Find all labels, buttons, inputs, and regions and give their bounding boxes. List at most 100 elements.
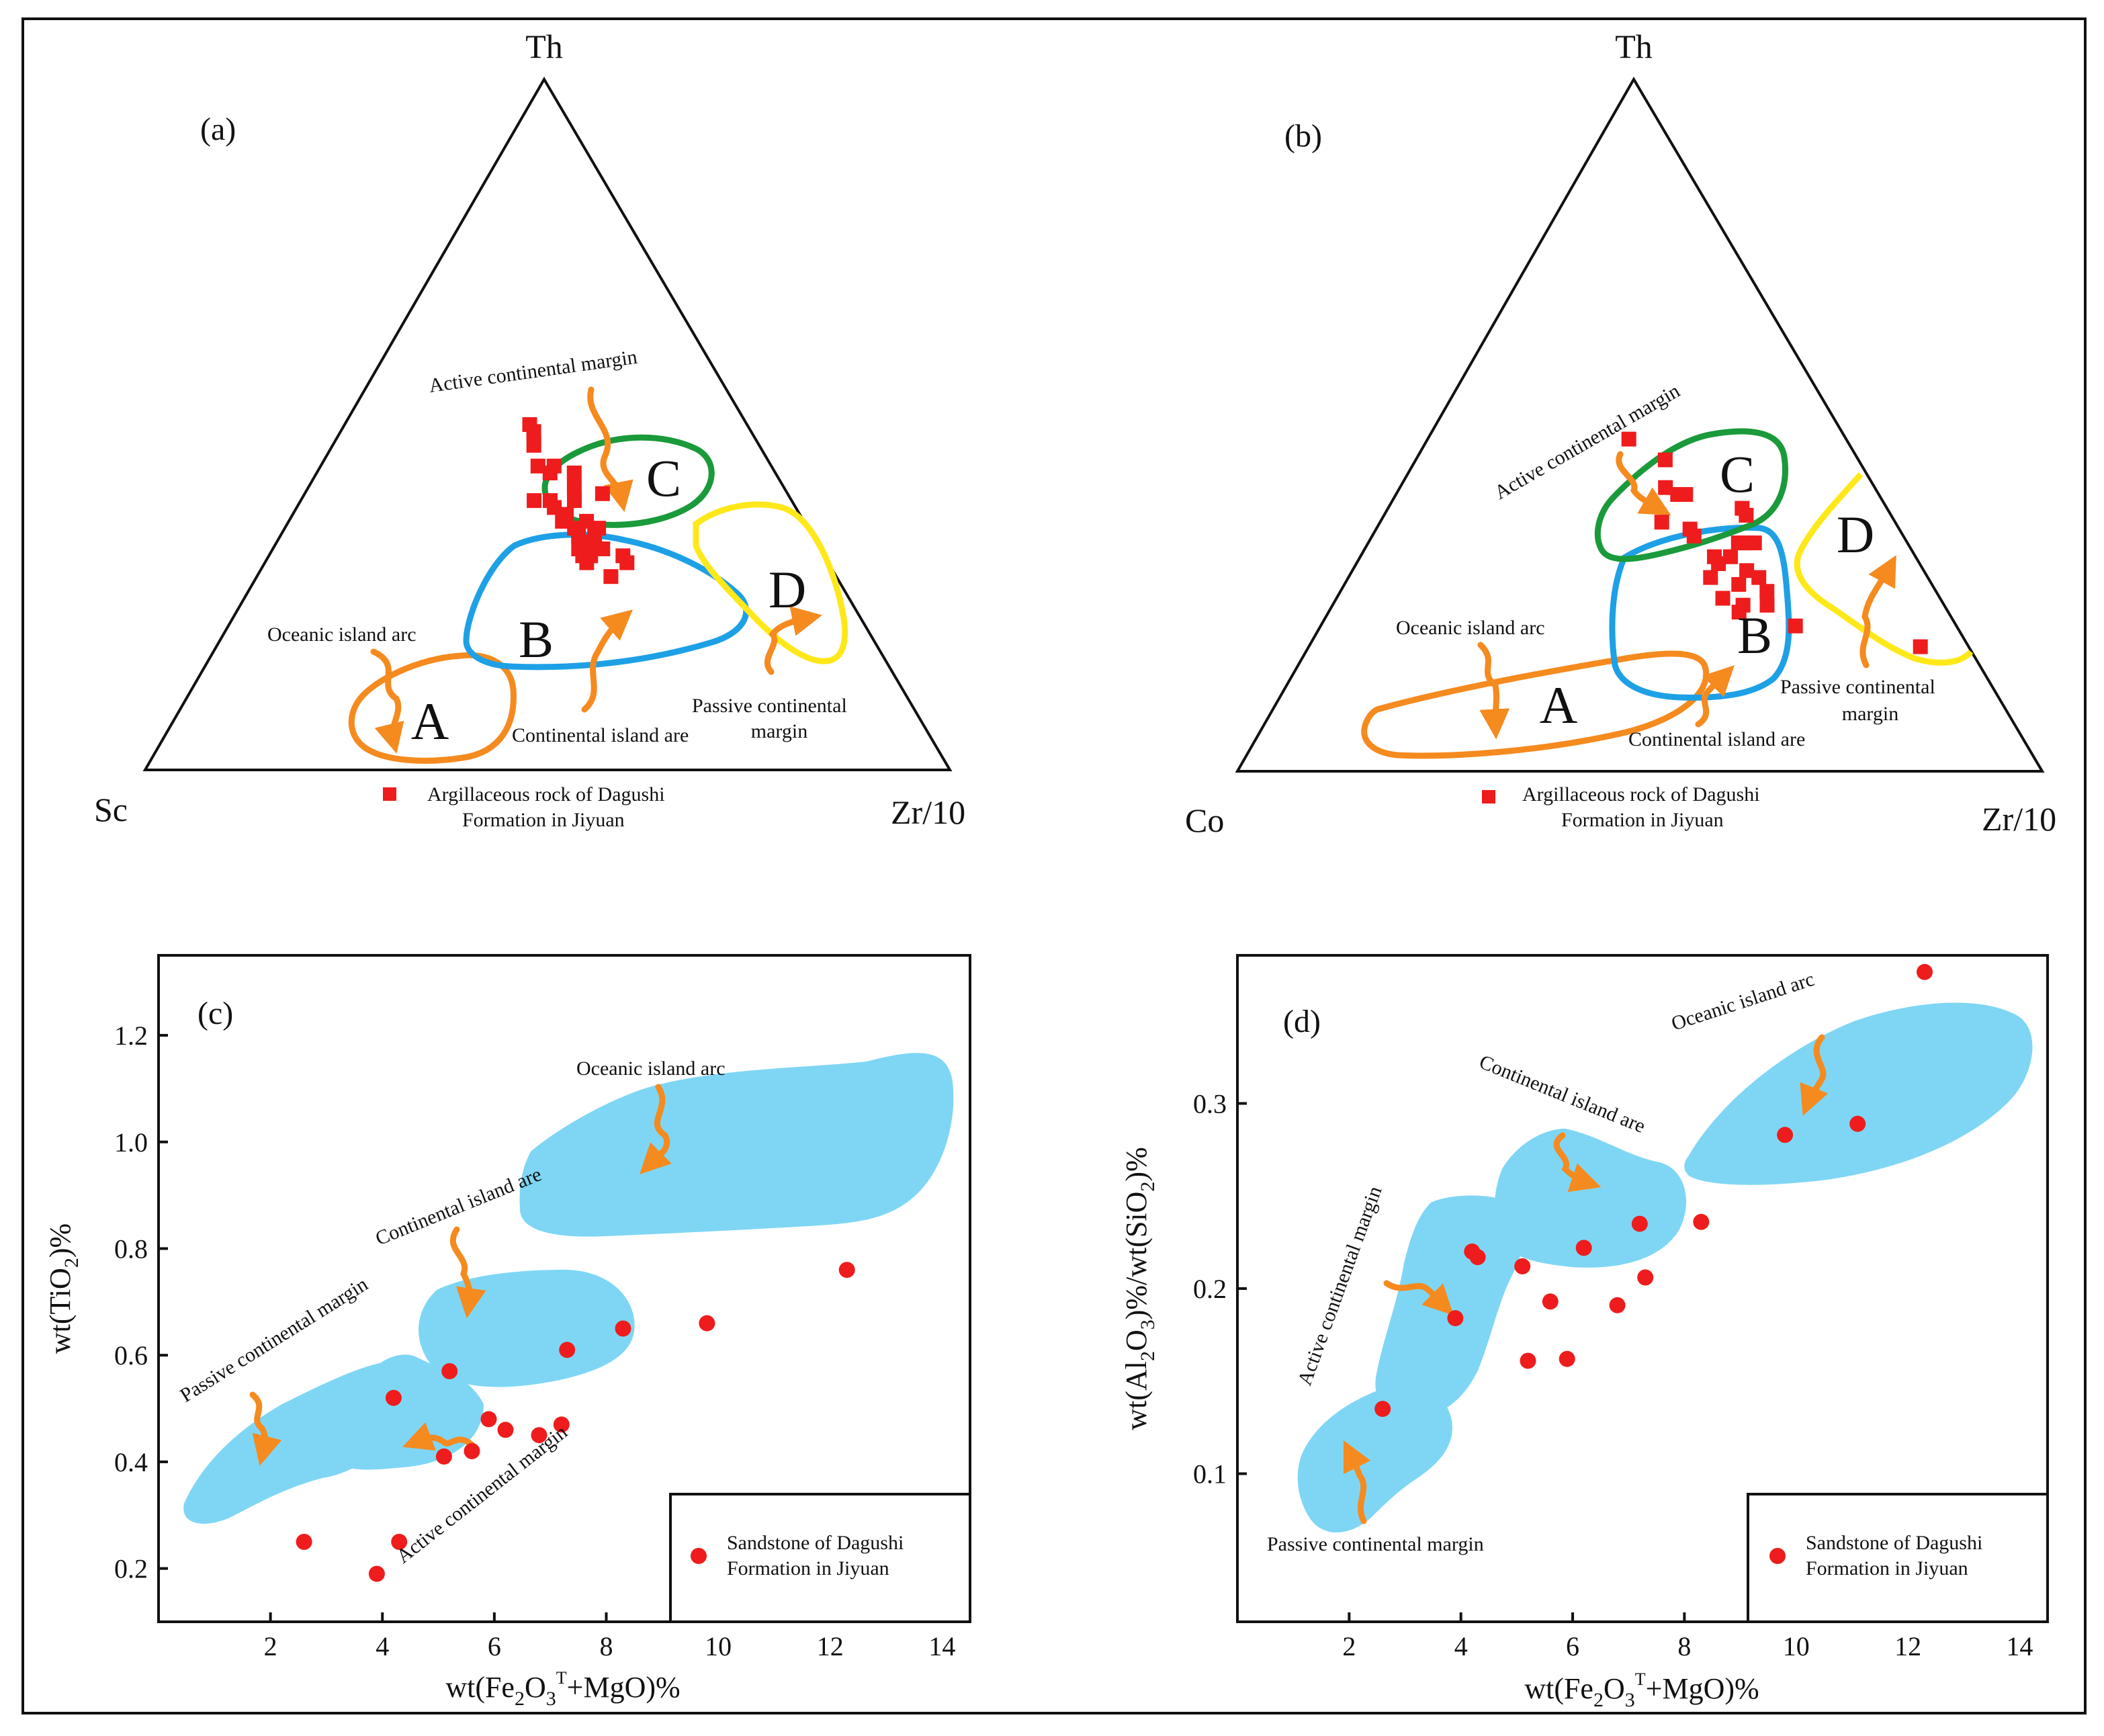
scatter-c-point-3 — [391, 1534, 408, 1550]
scatter-d-point-8 — [1575, 1240, 1592, 1256]
ternary-a-point-1 — [526, 424, 541, 439]
ternary-b-point-15 — [1711, 556, 1726, 571]
legend-text-b-1: Argillaceous rock of Dagushi — [1522, 783, 1760, 806]
apex-right-b: Zr/10 — [1982, 800, 2056, 838]
panel-tag-c: (c) — [198, 996, 233, 1031]
scatter-d-xtick-label-3: 8 — [1677, 1631, 1691, 1661]
letter-b-A: A — [1540, 676, 1577, 734]
scatter-c-ytick-label-1: 0.4 — [114, 1447, 148, 1477]
plot-frame-c — [157, 954, 971, 1623]
ternary-a-point-27 — [619, 555, 635, 570]
scatter-c-ytick-label-2: 0.6 — [114, 1340, 148, 1371]
ternary-b-point-21 — [1715, 591, 1730, 606]
ternary-b-point-9 — [1686, 528, 1702, 544]
apex-left-a: Sc — [94, 791, 128, 828]
arrow-b-continental — [1695, 665, 1735, 728]
arrows-d — [1343, 1034, 1829, 1524]
scatter-d-point-13 — [1777, 1127, 1794, 1143]
legend-marker-d — [1769, 1548, 1786, 1564]
panel-c: 2 4 6 8 10 12 14 0.2 0.4 0.6 0.8 1.0 1.2 (c) Oceanic… — [44, 954, 971, 1710]
field-c-oceanic — [519, 1053, 954, 1237]
ternary-triangle-b — [1235, 77, 2045, 773]
points-b — [1621, 431, 1928, 654]
ternary-a-point-2 — [526, 437, 541, 453]
panel-b: (b) Th Co Zr/10 A B C D Active continent… — [1185, 28, 2056, 839]
scatter-d-ytick-label-0: 0.1 — [1193, 1459, 1227, 1489]
letter-a-C: C — [646, 449, 681, 507]
arrow-c-passive — [249, 1391, 282, 1466]
scatter-d-point-14 — [1849, 1115, 1866, 1132]
ternary-b-point-7 — [1654, 515, 1669, 530]
label-a-oceanic: Oceanic island arc — [267, 623, 417, 646]
ternary-a-point-25 — [579, 555, 595, 570]
scatter-d-xtick-label-0: 2 — [1342, 1631, 1356, 1661]
scatter-d-xtick-label-6: 14 — [2006, 1631, 2033, 1661]
field-d-active — [1375, 1195, 1524, 1418]
ternary-b-point-26 — [1913, 639, 1928, 654]
field-a-outline-D — [693, 501, 848, 664]
legend-text-d-2: Formation in Jiyuan — [1806, 1557, 1968, 1579]
ternary-b-point-14 — [1723, 549, 1738, 564]
scatter-c-ytick-label-5: 1.2 — [114, 1021, 148, 1051]
ternary-b-point-12 — [1747, 535, 1762, 551]
label-d-passive: Passive continental margin — [1267, 1533, 1484, 1555]
scatter-c-xtick-label-4: 10 — [705, 1631, 732, 1661]
arrow-d-oceanic — [1800, 1034, 1829, 1116]
ternary-b-point-19 — [1731, 576, 1747, 592]
ternary-a-point-6 — [566, 466, 582, 480]
fields-b — [1361, 428, 1974, 759]
scatter-c-xtick-label-1: 4 — [376, 1631, 389, 1661]
ternary-a-point-9 — [527, 493, 542, 509]
fields-d — [1297, 1002, 2033, 1533]
ternary-a-point-5 — [546, 458, 562, 474]
panel-tag-a: (a) — [200, 112, 236, 147]
ternary-a-point-20 — [583, 534, 599, 550]
label-c-oceanic: Oceanic island arc — [576, 1057, 726, 1080]
label-a-passive-2: margin — [751, 720, 807, 742]
scatter-d-point-9 — [1609, 1297, 1626, 1313]
letter-b-C: C — [1720, 445, 1755, 503]
label-d-active: Active continental margin — [1294, 1183, 1387, 1388]
arrow-d-active — [1383, 1280, 1454, 1315]
scatter-d-ytick-label-1: 0.2 — [1193, 1274, 1227, 1304]
legend-d: Sandstone of Dagushi Formation in Jiyuan — [1747, 1493, 2049, 1623]
arrow-c-oceanic — [640, 1084, 672, 1174]
arrow-a-active — [587, 386, 633, 513]
ternary-b-point-17 — [1751, 570, 1767, 585]
scatter-c-xtick-label-6: 14 — [928, 1631, 955, 1661]
scatter-c-point-6 — [464, 1443, 480, 1459]
scatter-c-ytick-label-3: 0.8 — [114, 1233, 148, 1264]
letter-b-B: B — [1737, 606, 1772, 664]
scatter-c-point-5 — [441, 1363, 458, 1379]
letter-a-D: D — [769, 560, 806, 619]
ternary-triangle-a — [142, 77, 953, 771]
scatter-c-point-1 — [368, 1565, 385, 1582]
scatter-c-point-0 — [296, 1534, 312, 1550]
apex-right-a: Zr/10 — [891, 793, 965, 831]
ternary-b-point-4 — [1678, 487, 1694, 502]
ternary-b-point-24 — [1731, 605, 1747, 620]
ternary-a-point-12 — [547, 500, 562, 515]
panel-tag-b: (b) — [1284, 118, 1322, 154]
scatter-d-point-7 — [1559, 1350, 1575, 1367]
ternary-b-point-2 — [1658, 480, 1673, 495]
label-b-active: Active continental margin — [1491, 380, 1683, 504]
ternary-b-point-16 — [1739, 563, 1755, 578]
arrow-c-active — [402, 1422, 476, 1451]
scatter-c-point-11 — [559, 1342, 576, 1358]
scatter-c-ytick-label-0: 0.2 — [114, 1554, 148, 1584]
panel-d: 2 4 6 8 10 12 14 0.1 0.2 0.3 (d) Oceanic island a… — [1120, 954, 2049, 1711]
scatter-c-xtick-label-5: 12 — [817, 1631, 844, 1661]
fields-a — [348, 434, 848, 764]
ternary-a-point-28 — [603, 569, 619, 584]
apex-top-a: Th — [525, 28, 563, 65]
field-a-outline-A — [348, 652, 517, 764]
scatter-d-point-3 — [1469, 1249, 1486, 1266]
ternary-b-point-18 — [1703, 570, 1718, 585]
label-b-oceanic: Oceanic island arc — [1396, 617, 1545, 639]
arrow-a-passive — [764, 606, 823, 675]
axes-d: 2 4 6 8 10 12 14 0.1 0.2 0.3 — [1193, 1088, 2033, 1661]
ternary-b-point-25 — [1788, 618, 1803, 634]
ternary-b-point-1 — [1657, 452, 1673, 468]
ternary-a-point-3 — [530, 458, 545, 474]
